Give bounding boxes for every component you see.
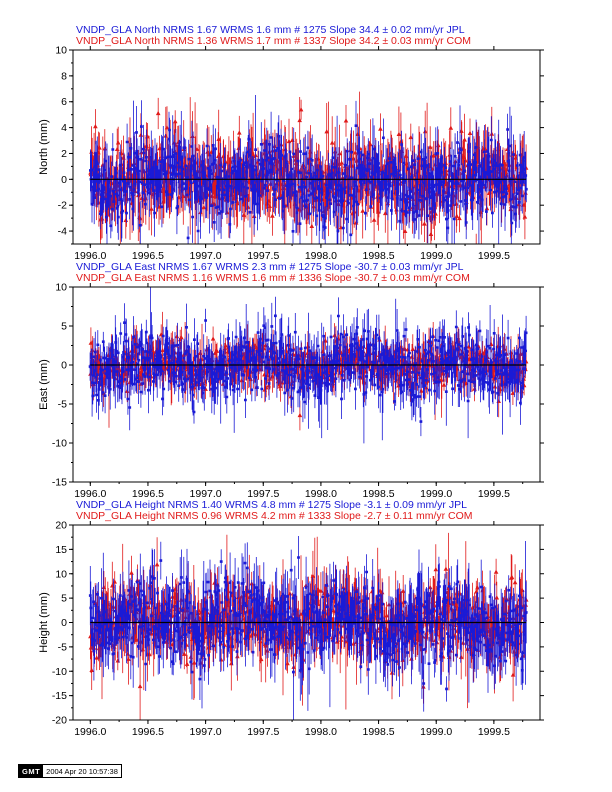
data-points [88,314,528,423]
x-tick-label: 1996.0 [74,726,106,738]
y-tick-label: 2 [61,148,67,160]
error-bars [89,536,527,720]
panel-title-jpl: VNDP_GLA East NRMS 1.67 WRMS 2.3 mm # 12… [76,261,464,273]
x-tick-label: 1996.5 [132,250,164,262]
y-tick-label: -20 [52,715,67,727]
x-tick-label: 1998.0 [305,726,337,738]
y-tick-label: 4 [61,122,67,134]
y-axis-label: North (mm) [38,119,50,175]
y-tick-label: 8 [61,70,67,82]
y-tick-label: 5 [61,321,67,333]
data-points [88,556,528,691]
plot-area [88,287,529,444]
x-tick-label: 1998.5 [363,250,395,262]
panel-north: VNDP_GLA North NRMS 1.67 WRMS 1.6 mm # 1… [38,24,544,262]
y-tick-label: 5 [61,593,67,605]
panel-title-com: VNDP_GLA Height NRMS 0.96 WRMS 4.2 mm # … [76,510,473,522]
series-jpl [89,95,528,244]
x-tick-label: 1999.5 [478,250,510,262]
panel-height: VNDP_GLA Height NRMS 1.40 WRMS 4.8 mm # … [38,499,544,738]
x-tick-label: 1997.5 [247,250,279,262]
x-tick-label: 1997.0 [190,250,222,262]
series-jpl [88,287,528,444]
x-tick-label: 1999.5 [478,726,510,738]
y-tick-label: -15 [52,477,67,489]
y-tick-label: -2 [58,200,67,212]
plot-area [88,532,529,720]
x-tick-label: 1996.5 [132,488,164,500]
y-tick-label: 20 [55,520,67,532]
panel-east: VNDP_GLA East NRMS 1.67 WRMS 2.3 mm # 12… [38,261,544,500]
y-tick-label: -5 [58,641,67,653]
x-tick-label: 1999.0 [420,250,452,262]
y-axis-label: Height (mm) [38,592,50,653]
x-tick-label: 1998.0 [305,488,337,500]
y-tick-label: 10 [55,568,67,580]
data-points [89,124,528,240]
x-tick-label: 1998.5 [363,488,395,500]
axes-frame [72,49,541,245]
x-tick-label: 1998.0 [305,250,337,262]
plot-area [88,91,529,244]
x-tick-label: 1996.5 [132,726,164,738]
series-jpl [88,536,528,720]
y-tick-label: -5 [58,399,67,411]
y-tick-label: 0 [61,617,67,629]
x-tick-label: 1997.0 [190,726,222,738]
x-tick-label: 1996.0 [74,250,106,262]
y-tick-label: 10 [55,45,67,57]
panel-title-com: VNDP_GLA North NRMS 1.36 WRMS 1.7 mm # 1… [76,35,471,47]
panel-title-com: VNDP_GLA East NRMS 1.16 WRMS 1.6 mm # 13… [76,272,470,284]
y-tick-label: -15 [52,690,67,702]
x-tick-label: 1998.5 [363,726,395,738]
y-tick-label: 15 [55,544,67,556]
gmt-timestamp: 2004 Apr 20 10:57:38 [43,765,121,777]
y-tick-label: -10 [52,666,67,678]
x-tick-label: 1997.5 [247,726,279,738]
y-tick-label: -4 [58,226,67,238]
x-tick-label: 1999.5 [478,488,510,500]
y-tick-label: 10 [55,282,67,294]
x-tick-label: 1996.0 [74,488,106,500]
panel-title-jpl: VNDP_GLA North NRMS 1.67 WRMS 1.6 mm # 1… [76,24,465,36]
y-tick-label: 0 [61,360,67,372]
y-axis-label: East (mm) [38,359,50,410]
gmt-stamp: GMT 2004 Apr 20 10:57:38 [18,764,122,778]
x-tick-label: 1997.0 [190,488,222,500]
panel-title-jpl: VNDP_GLA Height NRMS 1.40 WRMS 4.8 mm # … [76,499,467,511]
y-tick-label: 6 [61,96,67,108]
x-tick-label: 1999.0 [420,726,452,738]
x-tick-label: 1997.5 [247,488,279,500]
x-tick-label: 1999.0 [420,488,452,500]
gmt-logo: GMT [19,765,44,777]
y-tick-label: 0 [61,174,67,186]
y-tick-label: -10 [52,438,67,450]
